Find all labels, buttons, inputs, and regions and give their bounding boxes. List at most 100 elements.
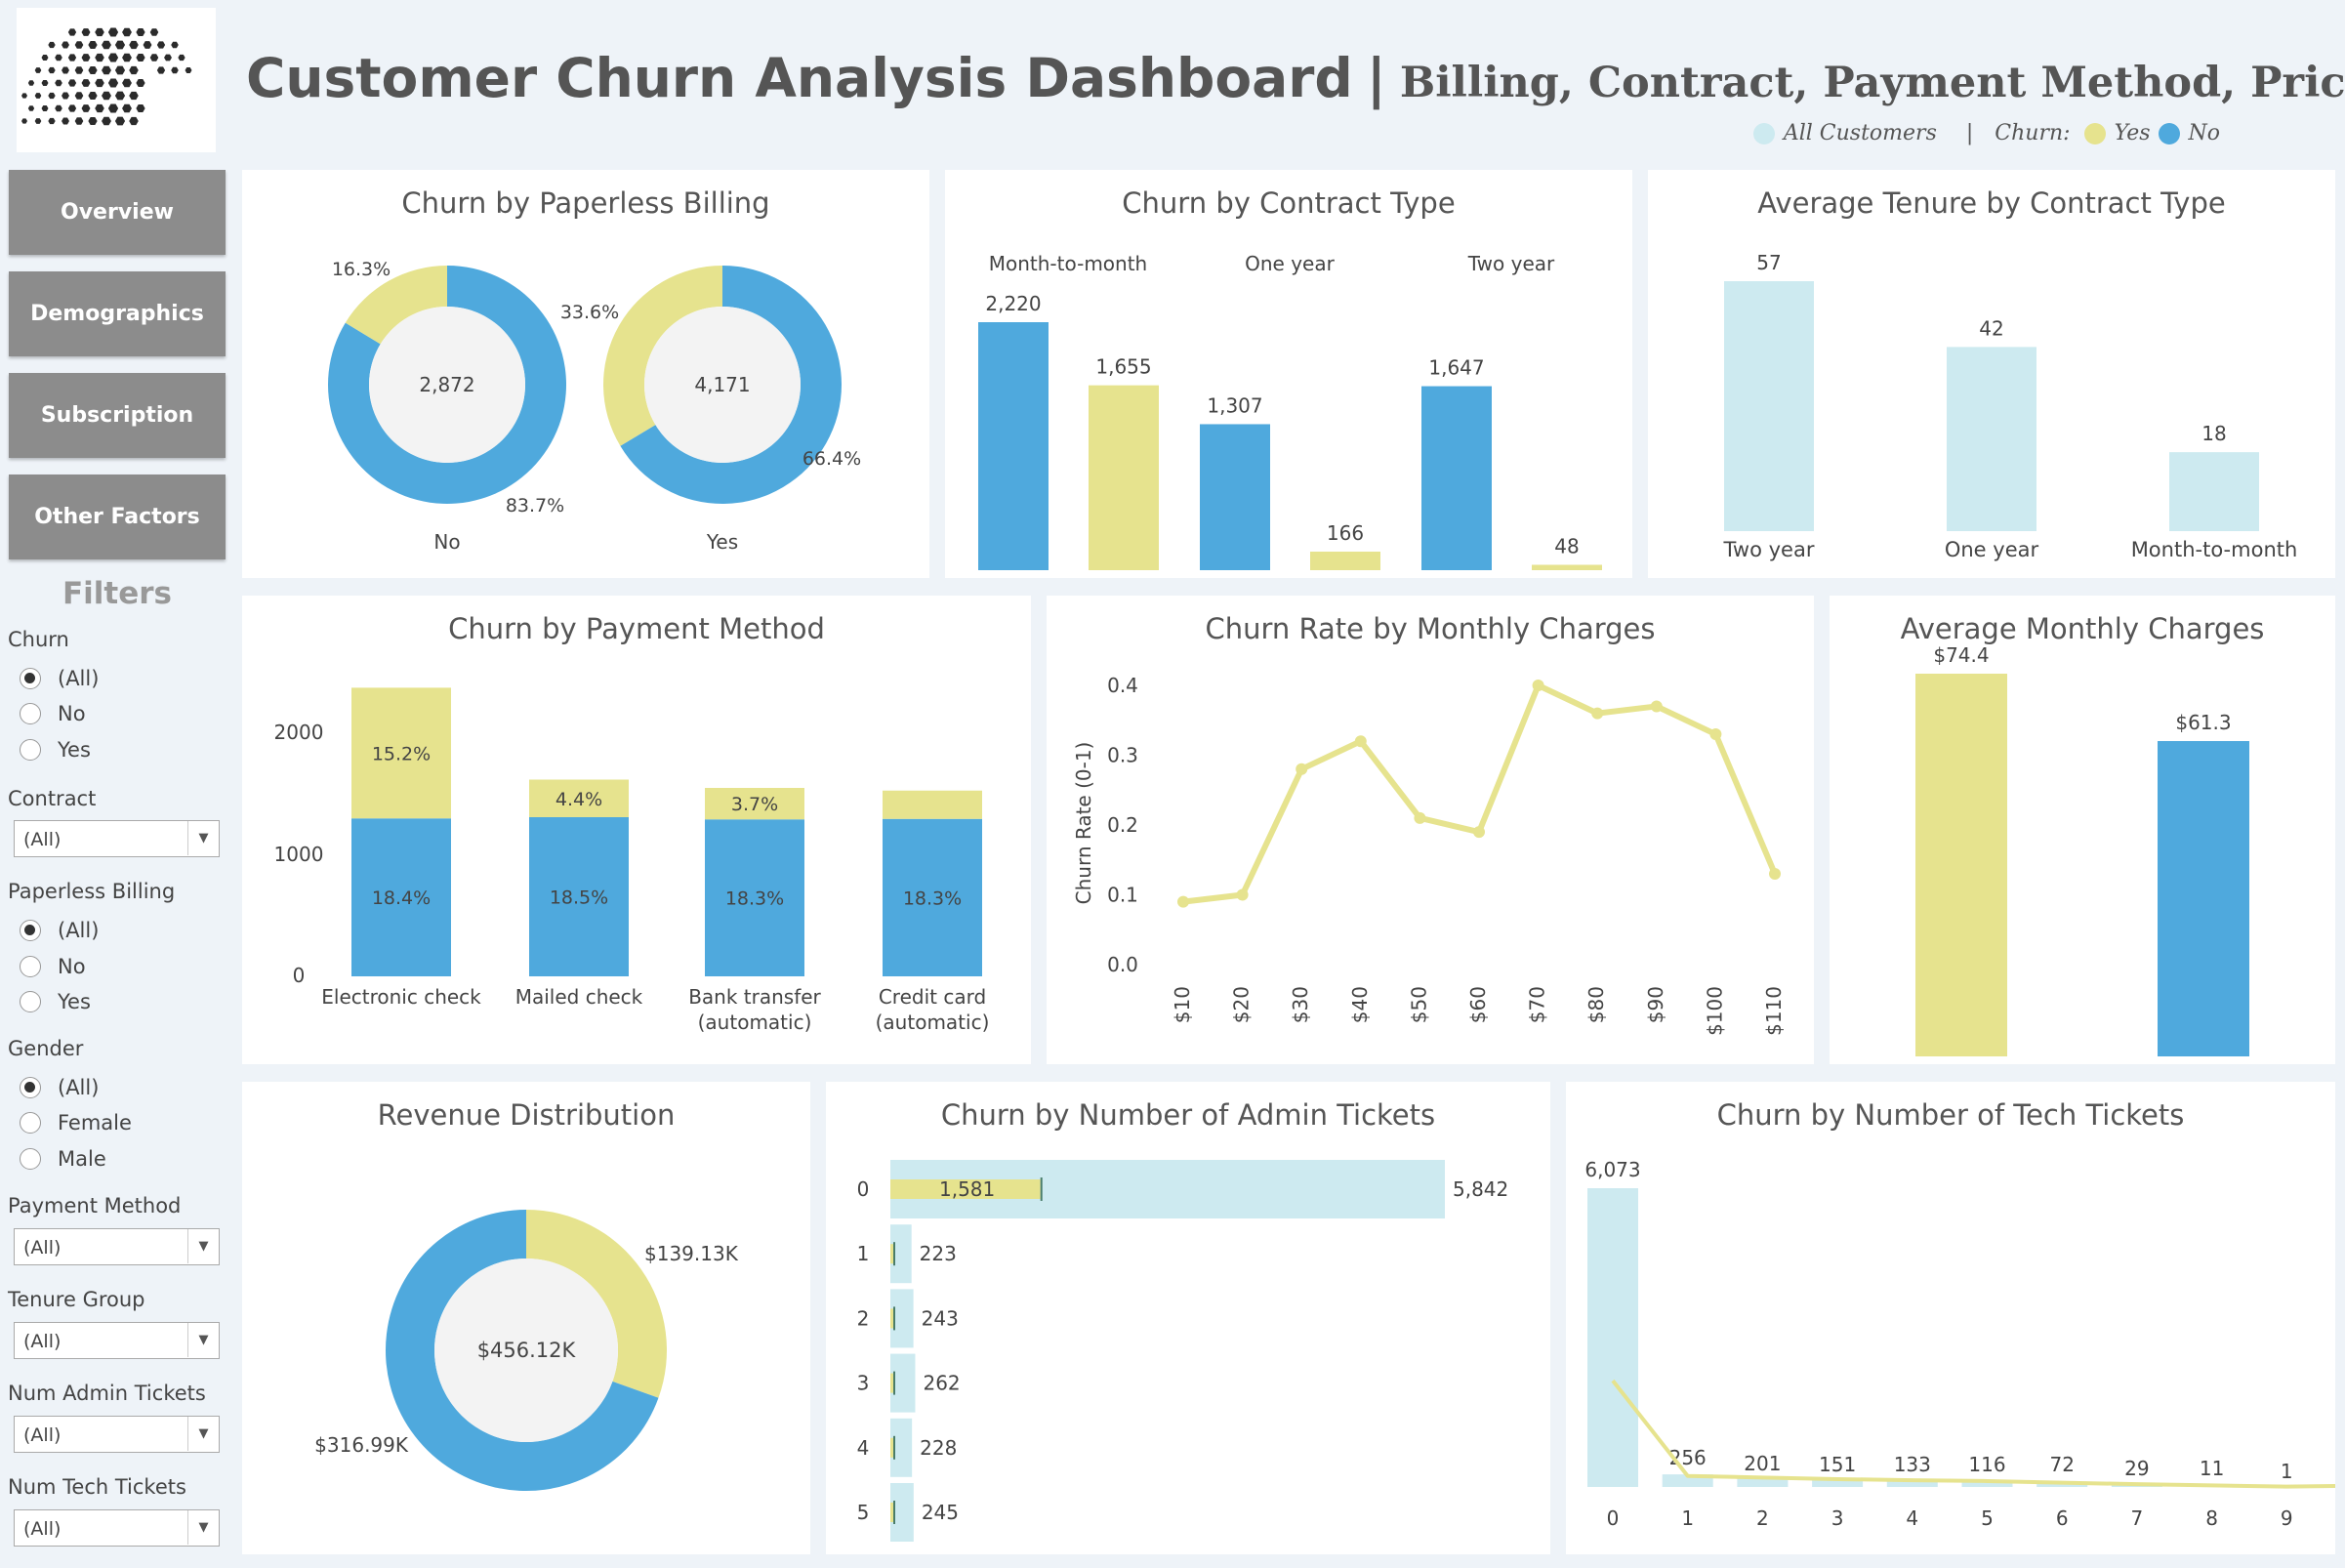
x-tick-label: 6 [2056, 1506, 2069, 1530]
radio-label: Yes [58, 990, 91, 1013]
revenue-slice-yes [526, 1210, 667, 1398]
gender-radio-all[interactable]: (All) [20, 1076, 99, 1099]
contract-type-panel: Churn by Contract Type Month-to-month 2,22… [945, 170, 1632, 578]
tech-tickets-dropdown[interactable]: (All) ▼ [14, 1509, 220, 1547]
legend-separator: | [1965, 121, 1974, 145]
tech-bar [2111, 1485, 2162, 1487]
bar-value-label: 133 [1894, 1453, 1931, 1476]
donut-group-label: Yes [706, 530, 738, 554]
logo-hexagon [102, 65, 111, 75]
logo-hexagon [41, 79, 49, 87]
nav-subscription-button[interactable]: Subscription [9, 373, 226, 458]
revenue-distribution-chart: Revenue Distribution $456.12K $139.13K $316… [314, 1098, 739, 1491]
logo-hexagon [48, 117, 56, 125]
admin-bar-marker [893, 1435, 895, 1460]
churn-radio-all[interactable]: (All) [20, 667, 99, 690]
logo-hexagon [171, 66, 179, 74]
logo-hexagon [27, 105, 35, 111]
bar-value-label: $74.4 [1933, 643, 1989, 667]
nav-other-factors-button[interactable]: Other Factors [9, 475, 226, 559]
chart-title: Churn by Number of Admin Tickets [941, 1098, 1435, 1132]
category-label: Month-to-month [2131, 538, 2298, 561]
chevron-down-icon[interactable]: ▼ [187, 821, 219, 855]
logo-hexagon [62, 117, 69, 125]
monthly-charges-chart: Churn Rate by Monthly Charges 0.0 0.1 0.2 0.… [1072, 612, 1786, 1036]
no-swatch [2158, 122, 2180, 144]
radio-label: Male [58, 1147, 106, 1171]
radio-selected-icon [20, 1077, 41, 1098]
paperless-radio-all[interactable]: (All) [20, 919, 99, 942]
radio-label: (All) [58, 1076, 100, 1099]
tenure-dropdown[interactable]: (All) ▼ [14, 1322, 220, 1359]
logo-hexagon [27, 80, 35, 86]
logo-hexagon [129, 91, 139, 101]
page-title: Customer Churn Analysis Dashboard | Billin… [246, 47, 2345, 109]
tech-tickets-panel: Churn by Number of Tech Tickets 6,073 0 2 5 6… [1566, 1082, 2338, 1554]
logo-hexagon [62, 66, 69, 74]
payment-bar-no [883, 818, 982, 976]
x-tick-label: $100 [1703, 986, 1726, 1036]
bar-value-label: 262 [923, 1372, 960, 1395]
logo-hexagon [185, 66, 192, 74]
payment-dropdown[interactable]: (All) ▼ [14, 1228, 220, 1265]
admin-bar-marker [1040, 1177, 1043, 1201]
bar-value-label: 57 [1756, 251, 1781, 274]
gender-radio-female[interactable]: Female [20, 1111, 132, 1135]
logo-hexagon [149, 54, 159, 62]
revenue-slice-no [386, 1210, 659, 1491]
logo-hexagon [122, 27, 132, 37]
logo-hexagon [114, 116, 126, 126]
radio-selected-icon [20, 920, 41, 941]
bar-value-label: 201 [1744, 1452, 1781, 1475]
logo-hexagon [88, 65, 98, 75]
paperless-yes-hole [644, 307, 801, 463]
churn-radio-no[interactable]: No [20, 702, 86, 725]
logo-hexagon [156, 41, 166, 49]
revenue-hole [434, 1259, 618, 1442]
logo-hexagon [67, 54, 77, 62]
contract-dropdown[interactable]: (All) ▼ [14, 820, 220, 857]
logo-hexagon [102, 40, 111, 50]
y-tick-label: 0.3 [1107, 744, 1138, 767]
x-tick-label: $10 [1171, 986, 1194, 1023]
nav-overview-button[interactable]: Overview [9, 170, 226, 255]
title-subtitle: Billing, Contract, Payment Method, Prici… [1399, 59, 2345, 107]
x-tick-label: $70 [1526, 986, 1549, 1023]
slice-percent-label: 33.6% [560, 302, 619, 323]
logo-hexagon [81, 79, 91, 87]
admin-tickets-dropdown[interactable]: (All) ▼ [14, 1416, 220, 1453]
payment-bar-yes [529, 779, 629, 817]
dropdown-value: (All) [23, 1518, 62, 1540]
chevron-down-icon[interactable]: ▼ [187, 1323, 219, 1357]
logo-hexagon [67, 28, 77, 36]
y-category-label: 2 [857, 1306, 870, 1330]
donut-total-label: $456.12K [477, 1339, 577, 1362]
churn-radio-yes[interactable]: Yes [20, 738, 91, 762]
bar-percent-label: 18.3% [725, 888, 784, 910]
bar-percent-label: 15.2% [372, 743, 431, 764]
chevron-down-icon[interactable]: ▼ [187, 1229, 219, 1263]
churn-rate-point [1769, 868, 1781, 881]
admin-bar-marker [893, 1306, 895, 1331]
logo-hexagon [55, 54, 62, 62]
admin-bar-all [890, 1289, 914, 1348]
admin-bar-all [890, 1483, 914, 1542]
contract-bar-yes [1089, 385, 1159, 570]
bar-value-label: 166 [1327, 521, 1364, 545]
logo-hexagon [55, 104, 62, 112]
paperless-radio-no[interactable]: No [20, 955, 86, 978]
title-main: Customer Churn Analysis Dashboard [246, 47, 1353, 109]
logo-hexagon [107, 103, 119, 113]
legend-no: No [2188, 121, 2221, 145]
chevron-down-icon[interactable]: ▼ [187, 1417, 219, 1451]
category-label: Month-to-month [989, 252, 1147, 275]
chart-title: Churn by Number of Tech Tickets [1717, 1098, 2185, 1132]
paperless-radio-yes[interactable]: Yes [20, 990, 91, 1013]
category-label: One year [1945, 538, 2039, 561]
chevron-down-icon[interactable]: ▼ [187, 1510, 219, 1545]
gender-radio-male[interactable]: Male [20, 1147, 106, 1171]
nav-demographics-button[interactable]: Demographics [9, 271, 226, 356]
chart-title: Average Tenure by Contract Type [1757, 186, 2225, 220]
admin-bar-churned [890, 1437, 893, 1458]
bar-percent-label: 18.4% [372, 887, 431, 909]
